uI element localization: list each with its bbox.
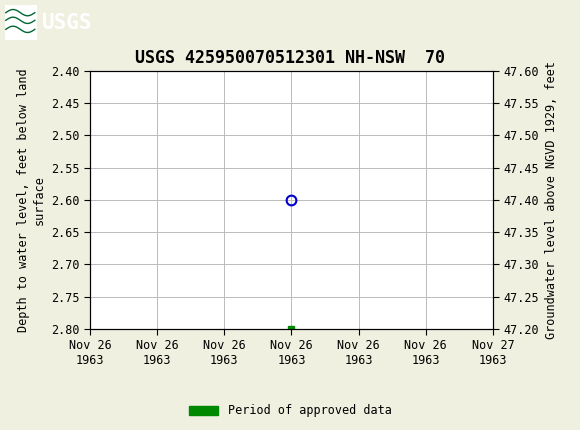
Legend: Period of approved data: Period of approved data <box>184 399 396 422</box>
Bar <box>5 6 37 40</box>
Text: USGS 425950070512301 NH-NSW  70: USGS 425950070512301 NH-NSW 70 <box>135 49 445 68</box>
Y-axis label: Depth to water level, feet below land
surface: Depth to water level, feet below land su… <box>17 68 45 332</box>
Text: USGS: USGS <box>42 12 92 33</box>
Y-axis label: Groundwater level above NGVD 1929, feet: Groundwater level above NGVD 1929, feet <box>545 61 557 339</box>
